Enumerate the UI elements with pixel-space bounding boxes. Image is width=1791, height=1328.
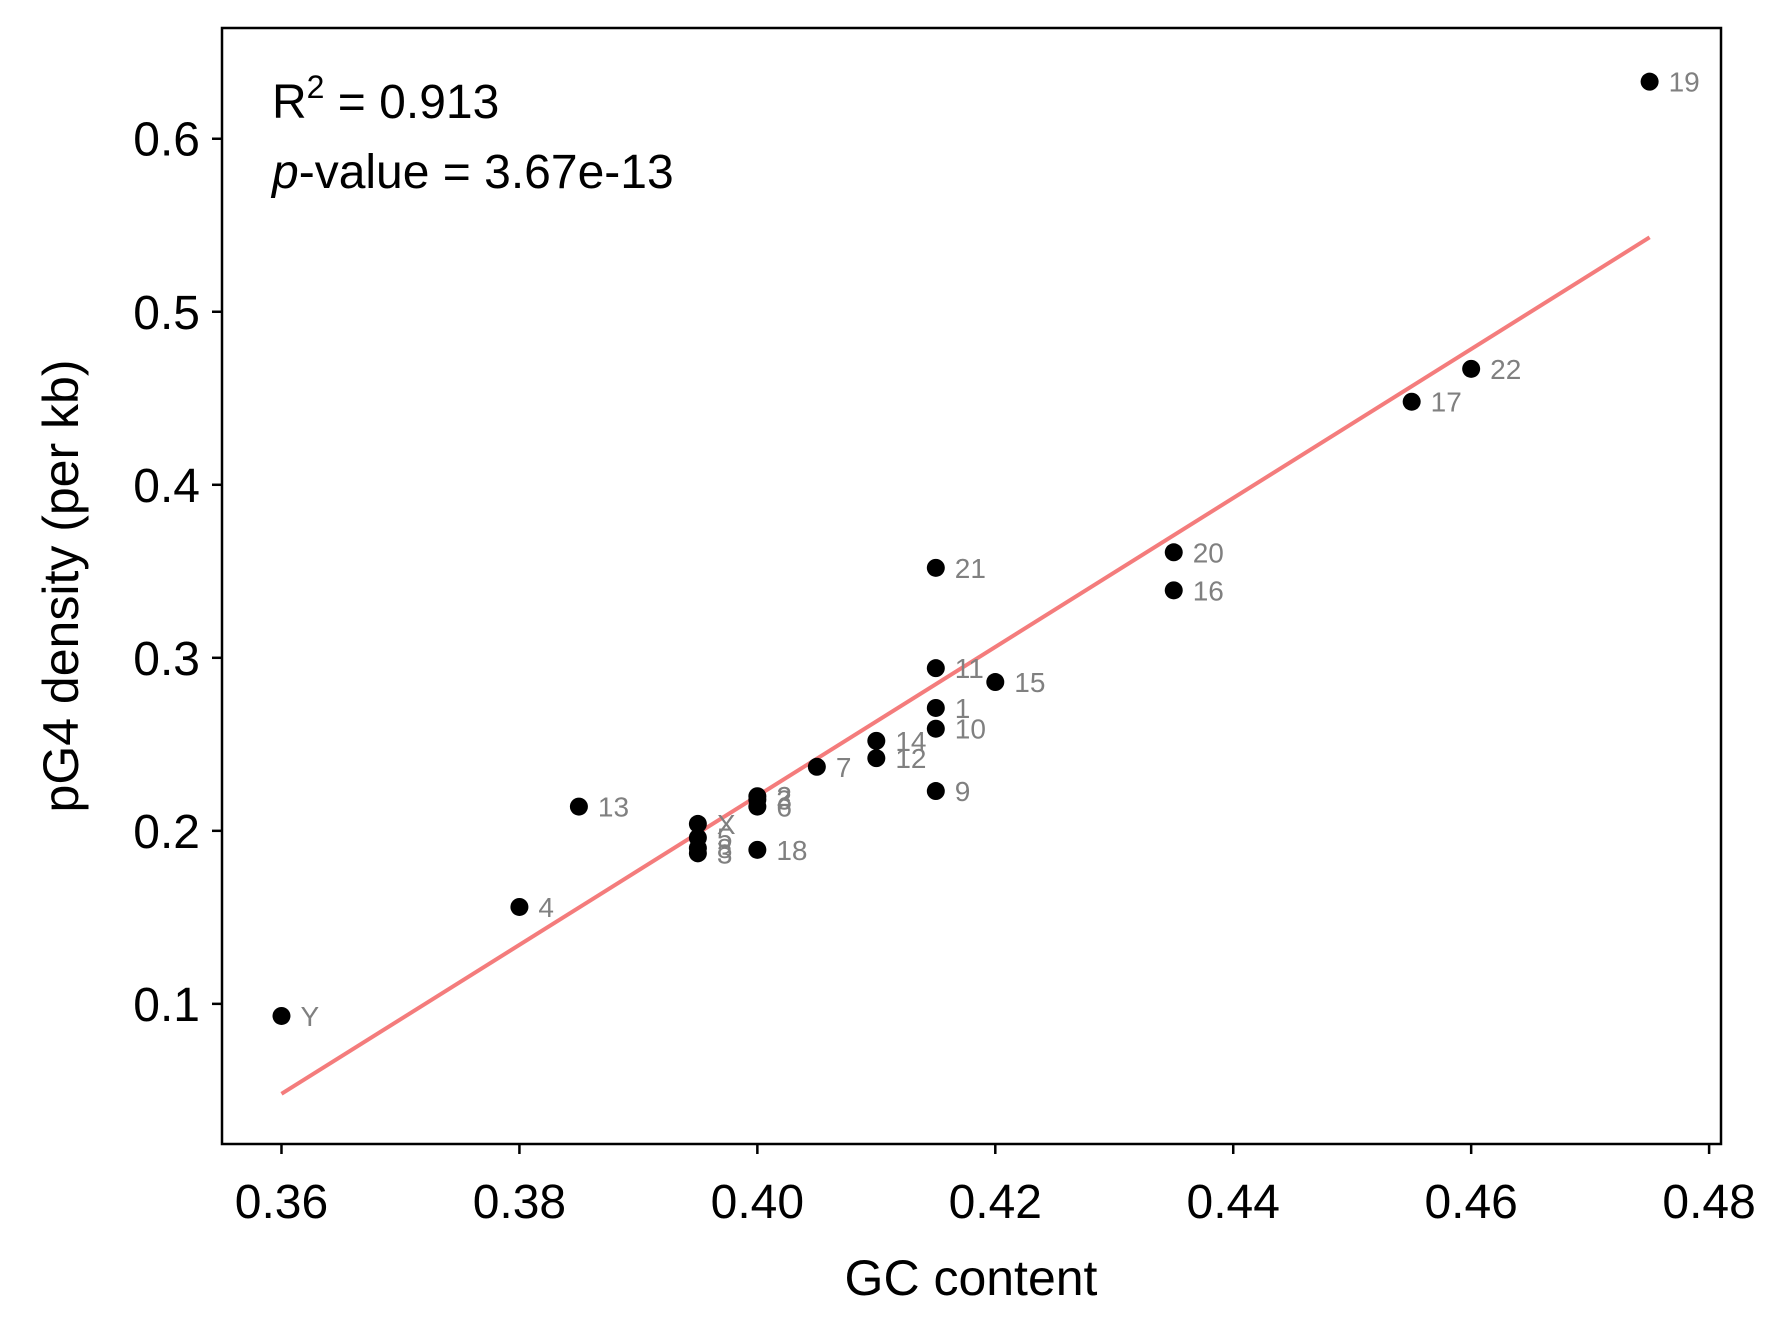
point-label: 11 — [955, 653, 984, 684]
x-axis-label: GC content — [845, 1250, 1098, 1306]
data-point — [867, 731, 886, 750]
regression-line — [280, 235, 1651, 1096]
data-point — [1402, 392, 1421, 411]
point-label: 5 — [717, 823, 733, 854]
r2-prefix: R — [272, 76, 307, 129]
x-axis-ticks: 0.36 0.38 0.40 0.42 0.44 0.46 0.48 — [235, 1144, 1756, 1229]
y-tick-label: 0.6 — [133, 114, 200, 167]
point-label: 3 — [776, 785, 792, 816]
x-tick-label: 0.48 — [1662, 1176, 1755, 1229]
point-label: 15 — [1014, 667, 1045, 698]
data-point — [272, 1006, 291, 1025]
y-axis-label: pG4 density (per kb) — [33, 360, 89, 813]
data-point — [688, 814, 707, 833]
point-label: 3 — [717, 838, 733, 869]
point-label: 19 — [1669, 67, 1700, 98]
data-point — [986, 673, 1005, 692]
points-layer — [272, 72, 1659, 1025]
x-tick-label: 0.36 — [235, 1176, 328, 1229]
point-label: 7 — [836, 752, 852, 783]
point-label: 6 — [776, 792, 792, 823]
y-axis-ticks: 0.1 0.2 0.3 0.4 0.5 0.6 — [133, 114, 222, 1032]
data-point — [1164, 581, 1183, 600]
y-tick-label: 0.3 — [133, 633, 200, 686]
fit-line-layer — [280, 235, 1651, 1096]
data-point — [748, 797, 767, 816]
point-label: X — [717, 809, 736, 840]
p-value-annotation: p-value = 3.67e-13 — [270, 146, 674, 199]
point-label: 8 — [717, 833, 733, 864]
data-point — [748, 840, 767, 859]
data-point — [926, 719, 945, 738]
data-point — [1462, 359, 1481, 378]
r2-superscript: 2 — [307, 69, 325, 105]
data-point — [926, 782, 945, 801]
data-point — [510, 897, 529, 916]
point-label: 20 — [1193, 537, 1224, 568]
point-label: 2 — [776, 781, 792, 812]
data-point — [926, 698, 945, 717]
p-value-text: -value = 3.67e-13 — [299, 146, 674, 199]
data-point — [926, 558, 945, 577]
point-label: 13 — [598, 792, 629, 823]
data-point — [867, 749, 886, 768]
point-label: 21 — [955, 553, 986, 584]
data-point — [1164, 543, 1183, 562]
data-point — [1640, 72, 1659, 91]
point-label: 14 — [895, 726, 926, 757]
r-squared-annotation: R2 = 0.913 — [272, 69, 499, 129]
data-point — [807, 757, 826, 776]
point-label: 9 — [955, 776, 971, 807]
x-tick-label: 0.40 — [711, 1176, 804, 1229]
point-label: 18 — [776, 835, 807, 866]
y-tick-label: 0.2 — [133, 806, 200, 859]
x-tick-label: 0.38 — [473, 1176, 566, 1229]
y-tick-label: 0.4 — [133, 460, 200, 513]
p-italic: p — [270, 146, 299, 199]
point-label: Y — [300, 1001, 319, 1032]
point-label: 22 — [1490, 354, 1521, 385]
point-label: 1 — [955, 693, 971, 724]
r2-value: = 0.913 — [324, 76, 499, 129]
y-tick-label: 0.5 — [133, 287, 200, 340]
x-tick-label: 0.46 — [1424, 1176, 1517, 1229]
data-point — [688, 844, 707, 863]
data-point — [569, 797, 588, 816]
point-label: 4 — [538, 892, 554, 923]
x-tick-label: 0.42 — [949, 1176, 1042, 1229]
point-label: 16 — [1193, 575, 1224, 606]
x-tick-label: 0.44 — [1187, 1176, 1280, 1229]
plot-area — [220, 26, 1723, 1146]
y-tick-label: 0.1 — [133, 979, 200, 1032]
data-point — [926, 659, 945, 678]
point-label: 10 — [955, 714, 986, 745]
point-label: 12 — [895, 743, 926, 774]
point-label: 17 — [1431, 387, 1462, 418]
